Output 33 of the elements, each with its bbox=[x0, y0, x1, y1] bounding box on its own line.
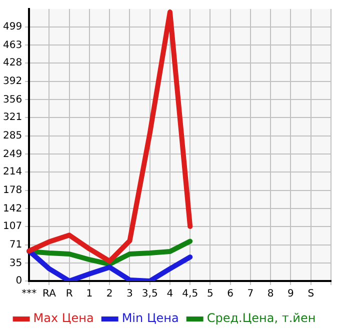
x-tick-label: 7 bbox=[247, 288, 254, 300]
y-tick-label: 499 bbox=[2, 21, 22, 32]
y-tick-label: 285 bbox=[2, 130, 22, 142]
x-tick-label: 6 bbox=[227, 288, 234, 300]
x-tick-label: 3,5 bbox=[142, 288, 158, 300]
x-tick-label: 4,5 bbox=[182, 288, 198, 300]
y-tick-label: 249 bbox=[2, 148, 22, 160]
x-tick-label: RA bbox=[42, 288, 56, 300]
y-tick-label: 71 bbox=[9, 239, 22, 250]
y-tick-label: 392 bbox=[2, 76, 22, 87]
x-tick-label: 1 bbox=[86, 288, 93, 300]
x-tick-label: R bbox=[66, 288, 73, 300]
legend-label: Min Цена bbox=[122, 311, 179, 326]
legend-label: Сред.Цена, т.йен bbox=[206, 311, 316, 326]
y-tick-label: 178 bbox=[2, 184, 22, 196]
x-tick-label: *** bbox=[22, 288, 37, 300]
x-tick-label: 2 bbox=[106, 288, 113, 300]
x-tick-label: 9 bbox=[288, 288, 294, 300]
y-tick-label: 428 bbox=[2, 58, 22, 69]
y-tick-label: 463 bbox=[2, 40, 22, 51]
x-tick-label: S bbox=[308, 288, 314, 300]
legend-label: Max Цена bbox=[33, 311, 94, 326]
y-tick-label: 356 bbox=[2, 94, 22, 106]
x-tick-label: 3 bbox=[126, 288, 133, 300]
y-tick-label: 214 bbox=[2, 166, 22, 178]
x-tick-label: 8 bbox=[267, 288, 274, 300]
y-tick-label: 107 bbox=[2, 221, 22, 232]
x-tick-label: 4 bbox=[166, 288, 174, 300]
x-tick-label: 5 bbox=[207, 288, 214, 300]
y-tick-label: 321 bbox=[2, 112, 22, 124]
y-tick-label: 0 bbox=[16, 276, 22, 287]
y-tick-label: 35 bbox=[9, 258, 22, 269]
y-tick-label: 142 bbox=[2, 203, 22, 214]
